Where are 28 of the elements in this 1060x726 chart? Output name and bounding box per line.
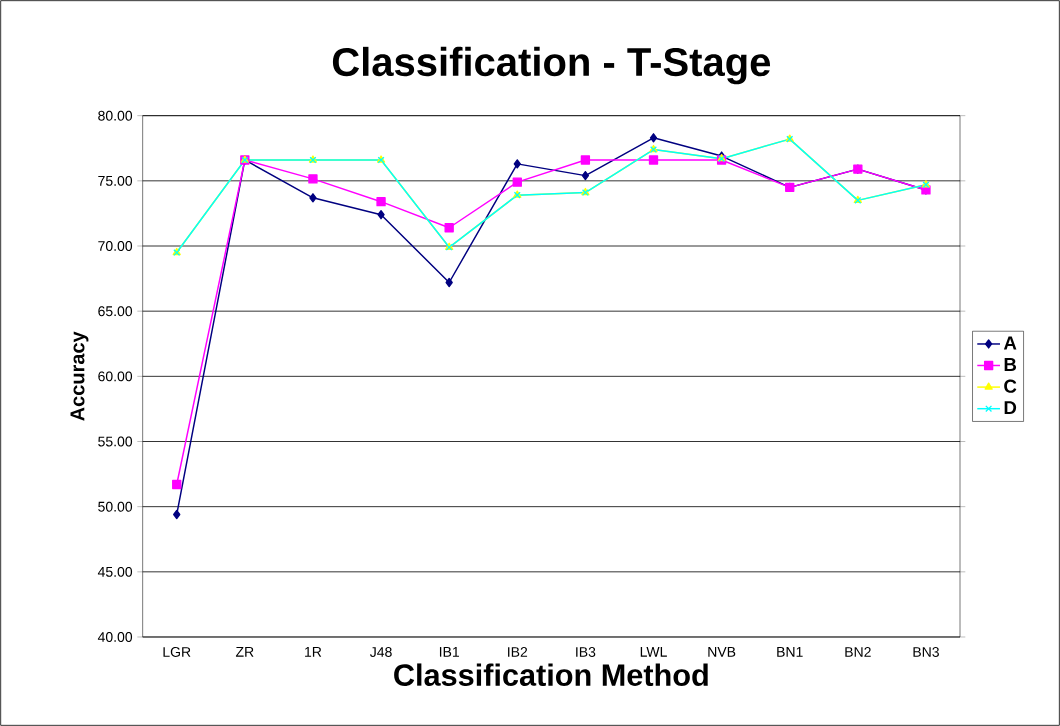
x-tick-label: LWL (640, 647, 667, 657)
y-tick-label: 65.00 (98, 306, 133, 317)
x-tick-label: BN2 (845, 647, 871, 657)
legend-label: A (1003, 336, 1017, 350)
x-tick-label: BN1 (777, 647, 803, 657)
x-tick-label: ZR (235, 647, 254, 657)
y-tick-label: 70.00 (98, 241, 133, 251)
x-tick-label: IB1 (439, 647, 459, 657)
chart-title: Classification - T-Stage (332, 46, 771, 85)
y-tick-label: 40.00 (97, 632, 133, 642)
legend-label: D (1004, 401, 1017, 415)
y-tick-label: 60.00 (98, 371, 133, 382)
x-tick-label: BN3 (913, 647, 939, 657)
x-tick-label: IB2 (508, 647, 528, 657)
y-tick-label: 80.00 (98, 110, 133, 121)
y-tick-label: 45.00 (97, 566, 133, 577)
y-tick-label: 75.00 (98, 175, 133, 186)
x-tick-label: IB3 (576, 647, 596, 657)
y-tick-label: 55.00 (98, 436, 133, 447)
x-tick-label: NVB (708, 647, 736, 657)
x-axis-title: Classification Method (394, 663, 708, 686)
legend-label: B (1004, 358, 1017, 371)
y-axis-title: Accuracy (70, 331, 89, 421)
legend-label: C (1004, 379, 1017, 393)
x-tick-label: 1R (305, 647, 322, 657)
x-tick-label: J48 (369, 647, 392, 657)
x-tick-label: LGR (163, 647, 191, 657)
y-tick-label: 50.00 (98, 501, 133, 512)
